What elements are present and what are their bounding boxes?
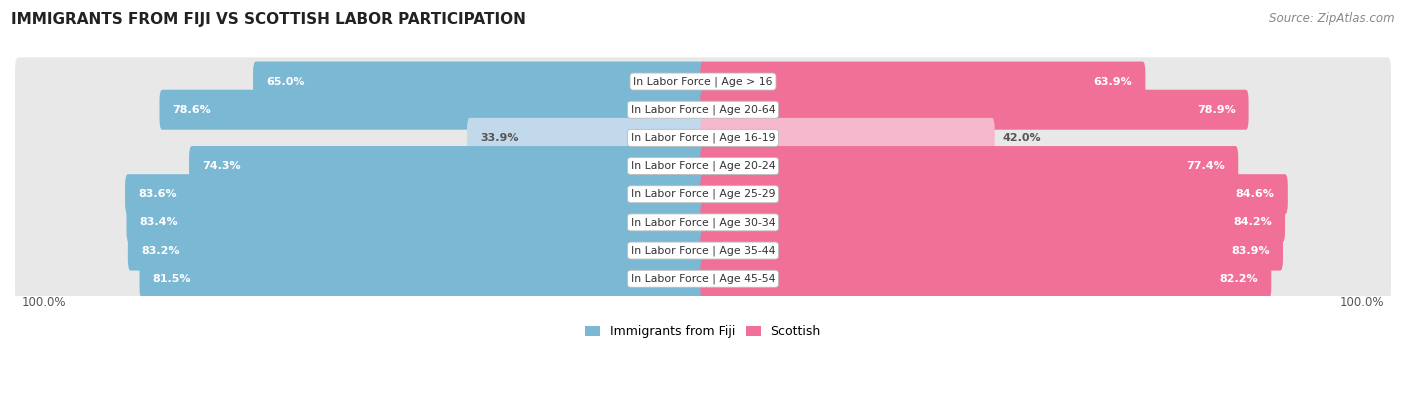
- Text: 65.0%: 65.0%: [266, 77, 305, 87]
- FancyBboxPatch shape: [700, 146, 1239, 186]
- FancyBboxPatch shape: [15, 198, 1391, 246]
- FancyBboxPatch shape: [15, 254, 1391, 303]
- FancyBboxPatch shape: [700, 174, 1288, 214]
- Text: In Labor Force | Age 20-64: In Labor Force | Age 20-64: [631, 104, 775, 115]
- FancyBboxPatch shape: [15, 114, 1391, 162]
- Text: In Labor Force | Age 20-24: In Labor Force | Age 20-24: [631, 161, 775, 171]
- Text: In Labor Force | Age > 16: In Labor Force | Age > 16: [633, 76, 773, 87]
- Text: 63.9%: 63.9%: [1094, 77, 1132, 87]
- FancyBboxPatch shape: [700, 90, 1249, 130]
- Text: 78.9%: 78.9%: [1197, 105, 1236, 115]
- Text: 74.3%: 74.3%: [202, 161, 240, 171]
- Text: In Labor Force | Age 45-54: In Labor Force | Age 45-54: [631, 273, 775, 284]
- Text: 83.2%: 83.2%: [141, 246, 180, 256]
- FancyBboxPatch shape: [128, 231, 706, 271]
- Text: 100.0%: 100.0%: [1340, 295, 1384, 308]
- FancyBboxPatch shape: [127, 202, 706, 243]
- FancyBboxPatch shape: [700, 259, 1271, 299]
- Text: 82.2%: 82.2%: [1219, 274, 1258, 284]
- FancyBboxPatch shape: [15, 57, 1391, 106]
- FancyBboxPatch shape: [253, 62, 706, 102]
- Text: 81.5%: 81.5%: [153, 274, 191, 284]
- Text: In Labor Force | Age 16-19: In Labor Force | Age 16-19: [631, 133, 775, 143]
- Text: In Labor Force | Age 30-34: In Labor Force | Age 30-34: [631, 217, 775, 228]
- Text: 42.0%: 42.0%: [1002, 133, 1040, 143]
- Text: 84.2%: 84.2%: [1233, 217, 1272, 228]
- Text: 83.9%: 83.9%: [1232, 246, 1270, 256]
- Text: IMMIGRANTS FROM FIJI VS SCOTTISH LABOR PARTICIPATION: IMMIGRANTS FROM FIJI VS SCOTTISH LABOR P…: [11, 12, 526, 27]
- FancyBboxPatch shape: [700, 62, 1146, 102]
- Text: 83.6%: 83.6%: [138, 189, 177, 199]
- Text: In Labor Force | Age 35-44: In Labor Force | Age 35-44: [631, 245, 775, 256]
- FancyBboxPatch shape: [125, 174, 706, 214]
- Text: 78.6%: 78.6%: [173, 105, 211, 115]
- Text: In Labor Force | Age 25-29: In Labor Force | Age 25-29: [631, 189, 775, 199]
- Text: 100.0%: 100.0%: [22, 295, 66, 308]
- FancyBboxPatch shape: [467, 118, 706, 158]
- Text: 83.4%: 83.4%: [139, 217, 179, 228]
- Text: 84.6%: 84.6%: [1236, 189, 1275, 199]
- FancyBboxPatch shape: [15, 170, 1391, 218]
- FancyBboxPatch shape: [15, 226, 1391, 275]
- FancyBboxPatch shape: [700, 118, 994, 158]
- FancyBboxPatch shape: [139, 259, 706, 299]
- FancyBboxPatch shape: [700, 231, 1284, 271]
- Text: Source: ZipAtlas.com: Source: ZipAtlas.com: [1270, 12, 1395, 25]
- Text: 77.4%: 77.4%: [1187, 161, 1225, 171]
- Legend: Immigrants from Fiji, Scottish: Immigrants from Fiji, Scottish: [581, 320, 825, 343]
- FancyBboxPatch shape: [15, 85, 1391, 134]
- FancyBboxPatch shape: [159, 90, 706, 130]
- Text: 33.9%: 33.9%: [479, 133, 519, 143]
- FancyBboxPatch shape: [15, 142, 1391, 190]
- FancyBboxPatch shape: [700, 202, 1285, 243]
- FancyBboxPatch shape: [188, 146, 706, 186]
